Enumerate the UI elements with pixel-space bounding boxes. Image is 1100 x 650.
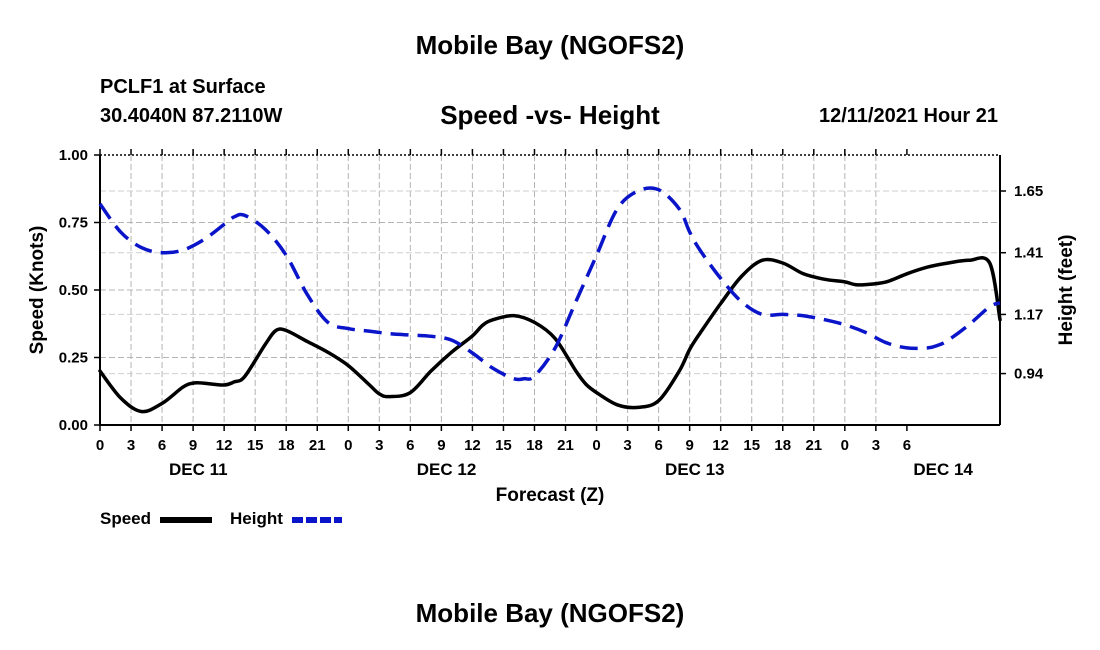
y-right-tick-label: 0.94 [1014, 366, 1044, 383]
day-label: DEC 12 [417, 460, 477, 479]
chart-subtitle: Speed -vs- Height [440, 100, 660, 130]
legend-speed-label: Speed [100, 509, 152, 528]
x-tick-label: 6 [654, 437, 662, 454]
x-tick-label: 18 [278, 437, 295, 454]
legend-height-label: Height [230, 509, 283, 528]
x-tick-label: 3 [375, 437, 383, 454]
legend-height-line [292, 517, 342, 523]
y-left-tick-label: 1.00 [59, 147, 88, 164]
x-tick-label: 15 [743, 437, 760, 454]
x-tick-label: 18 [774, 437, 791, 454]
x-tick-label: 15 [247, 437, 264, 454]
y-left-tick-label: 0.75 [59, 215, 88, 232]
x-tick-label: 6 [158, 437, 166, 454]
x-tick-label: 6 [406, 437, 414, 454]
y-right-tick-label: 1.41 [1014, 245, 1043, 262]
x-tick-label: 9 [189, 437, 197, 454]
x-axis-title: Forecast (Z) [496, 485, 605, 506]
x-tick-label: 9 [437, 437, 445, 454]
x-tick-label: 9 [685, 437, 693, 454]
y-right-tick-label: 1.17 [1014, 306, 1043, 323]
page-title: Mobile Bay (NGOFS2) [415, 30, 685, 60]
x-tick-label: 21 [805, 437, 822, 454]
y-right-tick-label: 1.65 [1014, 183, 1043, 200]
x-tick-label: 3 [872, 437, 880, 454]
station-name: PCLF1 at Surface [100, 76, 266, 98]
footer-title: Mobile Bay (NGOFS2) [415, 598, 685, 628]
height-series-line [98, 186, 1001, 382]
day-label: DEC 14 [913, 460, 973, 479]
x-tick-label: 21 [557, 437, 574, 454]
x-tick-label: 0 [841, 437, 849, 454]
x-tick-label: 21 [309, 437, 326, 454]
forecast-datetime: 12/11/2021 Hour 21 [818, 105, 998, 127]
y-right-axis-title: Height (feet) [1056, 235, 1077, 346]
y-left-axis-title: Speed (Knots) [27, 226, 48, 355]
legend-speed-line [160, 517, 212, 523]
x-tick-label: 3 [623, 437, 631, 454]
x-tick-label: 18 [526, 437, 543, 454]
x-tick-label: 12 [712, 437, 729, 454]
x-tick-label: 12 [464, 437, 481, 454]
x-tick-label: 12 [216, 437, 233, 454]
x-tick-label: 0 [344, 437, 352, 454]
x-tick-label: 6 [903, 437, 911, 454]
day-label: DEC 13 [665, 460, 725, 479]
y-left-tick-label: 0.25 [59, 350, 88, 367]
day-label: DEC 11 [169, 460, 228, 479]
x-tick-label: 0 [96, 437, 104, 454]
y-left-tick-label: 0.50 [59, 282, 88, 299]
speed-series-line [98, 256, 1002, 414]
y-left-tick-label: 0.00 [59, 417, 88, 434]
station-coordinates: 30.4040N 87.2110W [100, 105, 283, 127]
x-tick-label: 0 [592, 437, 600, 454]
x-tick-label: 15 [495, 437, 512, 454]
x-tick-label: 3 [127, 437, 135, 454]
